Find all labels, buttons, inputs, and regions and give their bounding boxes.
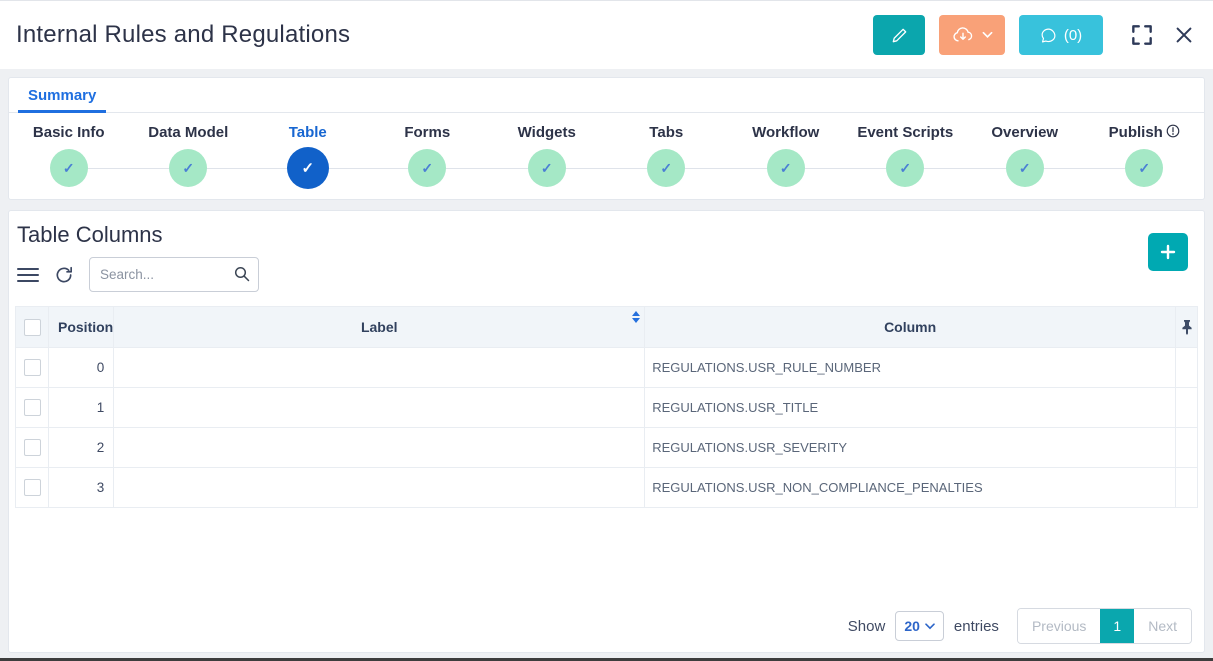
page-title: Internal Rules and Regulations [16, 21, 351, 48]
next-page-button[interactable]: Next [1134, 609, 1191, 643]
step-check-icon[interactable] [49, 149, 88, 187]
label-cell [113, 427, 646, 468]
label-cell [113, 467, 646, 508]
table-columns-card: Table Columns Position Label C [8, 210, 1205, 653]
chevron-down-icon [982, 31, 993, 39]
plus-icon [1160, 244, 1176, 260]
position-cell: 2 [47, 427, 115, 468]
column-cell: REGULATIONS.USR_TITLE [644, 387, 1176, 428]
warning-icon [1166, 124, 1180, 138]
step-basic-info: Basic Info [9, 123, 129, 187]
close-icon [1176, 27, 1192, 43]
step-publish: Publish [1085, 123, 1205, 187]
search-box [89, 257, 259, 292]
step-data-model: Data Model [129, 123, 249, 187]
tab-bar: Summary [9, 78, 1204, 113]
table-row[interactable]: 0 REGULATIONS.USR_RULE_NUMBER [15, 347, 1198, 388]
row-checkbox[interactable] [23, 359, 41, 376]
position-cell: 3 [47, 467, 115, 508]
refresh-button[interactable] [54, 265, 74, 285]
column-header[interactable]: Column [644, 306, 1176, 348]
label-cell [113, 387, 646, 428]
chevron-down-icon [925, 622, 935, 629]
title-bar: Internal Rules and Regulations (0) [0, 1, 1213, 69]
refresh-icon [56, 266, 72, 283]
step-check-icon[interactable] [647, 149, 686, 187]
step-check-icon[interactable] [286, 147, 329, 189]
position-cell: 1 [47, 387, 115, 428]
step-event-scripts: Event Scripts [846, 123, 966, 187]
step-check-icon[interactable] [1005, 149, 1044, 187]
sort-icon[interactable] [632, 311, 641, 323]
step-table: Table [248, 123, 368, 189]
current-page-button[interactable]: 1 [1100, 609, 1135, 643]
row-checkbox[interactable] [23, 399, 41, 416]
pencil-icon [892, 28, 906, 42]
section-title: Table Columns [17, 222, 163, 247]
pagination: Previous 1 Next [1016, 608, 1192, 644]
step-check-icon[interactable] [408, 149, 447, 187]
fullscreen-button[interactable] [1127, 20, 1157, 50]
table-row[interactable]: 2 REGULATIONS.USR_SEVERITY [15, 427, 1198, 468]
column-cell: REGULATIONS.USR_NON_COMPLIANCE_PENALTIES [644, 467, 1176, 508]
publish-dropdown-button[interactable] [939, 15, 1005, 55]
table-header-row: Position Label Column [15, 306, 1198, 348]
table-row[interactable]: 3 REGULATIONS.USR_NON_COMPLIANCE_PENALTI… [15, 467, 1198, 508]
fullscreen-icon [1132, 25, 1152, 45]
position-header[interactable]: Position [47, 306, 115, 348]
column-cell: REGULATIONS.USR_RULE_NUMBER [644, 347, 1176, 388]
hamburger-icon [17, 267, 39, 282]
comments-button[interactable]: (0) [1019, 15, 1103, 55]
step-overview: Overview [965, 123, 1085, 187]
table-footer: Show 20 entries Previous 1 Next [848, 608, 1192, 644]
entries-label: entries [953, 617, 999, 635]
tab-summary[interactable]: Summary [18, 78, 107, 113]
step-workflow: Workflow [726, 123, 846, 187]
search-icon[interactable] [234, 266, 250, 282]
step-check-icon[interactable] [766, 149, 805, 187]
label-cell [113, 347, 646, 388]
table-row[interactable]: 1 REGULATIONS.USR_TITLE [15, 387, 1198, 428]
step-widgets: Widgets [487, 123, 607, 187]
menu-button[interactable] [17, 267, 39, 283]
step-tabs: Tabs [607, 123, 727, 187]
row-checkbox[interactable] [23, 479, 41, 496]
comments-count: (0) [1063, 26, 1083, 44]
header-actions: (0) [873, 15, 1197, 55]
step-check-icon[interactable] [886, 149, 925, 187]
pin-icon[interactable] [1176, 319, 1197, 335]
show-label: Show [847, 617, 886, 635]
page-size-select[interactable]: 20 [895, 611, 944, 641]
select-all-checkbox[interactable] [23, 318, 41, 336]
column-cell: REGULATIONS.USR_SEVERITY [644, 427, 1176, 468]
label-header[interactable]: Label [113, 306, 646, 348]
summary-card: Summary Basic Info Data Model Table Form… [8, 77, 1205, 200]
add-column-button[interactable] [1148, 233, 1188, 271]
step-check-icon[interactable] [169, 149, 208, 187]
cloud-download-icon [953, 27, 973, 42]
chat-bubble-icon [1041, 28, 1056, 42]
position-cell: 0 [47, 347, 115, 388]
table-toolbar [9, 250, 1204, 302]
stepper: Basic Info Data Model Table Forms Widget… [9, 113, 1204, 199]
previous-page-button[interactable]: Previous [1017, 609, 1101, 643]
close-button[interactable] [1171, 22, 1197, 48]
step-check-icon[interactable] [1125, 149, 1164, 187]
columns-table: Position Label Column 0 REGULATIONS.USR_… [15, 306, 1198, 508]
search-input[interactable] [89, 257, 259, 292]
step-forms: Forms [368, 123, 488, 187]
row-checkbox[interactable] [23, 439, 41, 456]
step-check-icon[interactable] [527, 149, 566, 187]
edit-button[interactable] [873, 15, 925, 55]
